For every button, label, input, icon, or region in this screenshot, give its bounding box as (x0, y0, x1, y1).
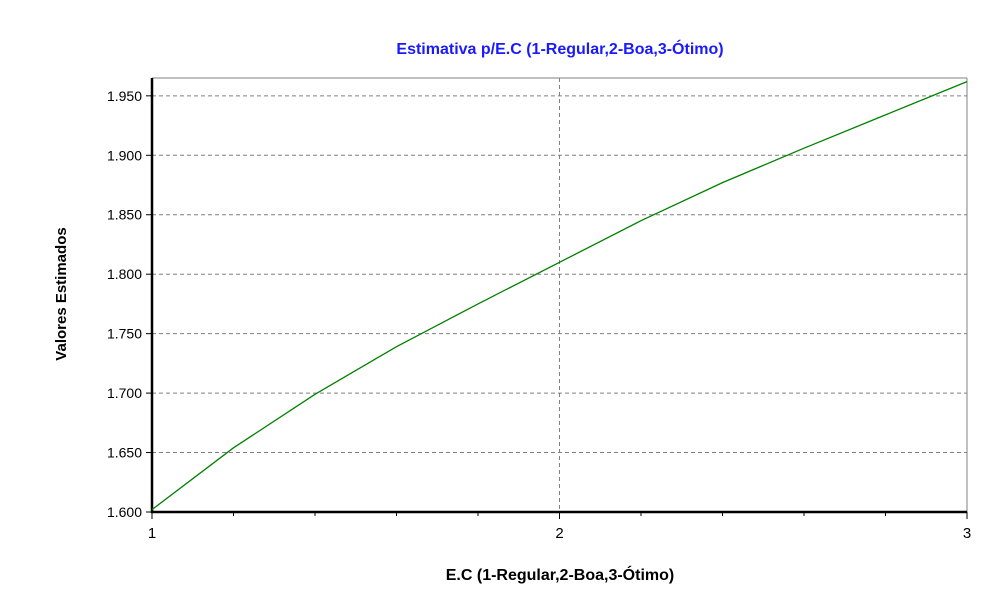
x-axis-label: E.C (1-Regular,2-Boa,3-Ótimo) (446, 565, 674, 584)
y-tick-label: 1.700 (107, 385, 142, 401)
y-tick-label: 1.800 (107, 266, 142, 282)
grid (151, 78, 968, 513)
series-layer (151, 80, 968, 511)
x-tick-label: 2 (555, 525, 563, 542)
y-tick-label: 1.900 (107, 147, 142, 163)
x-tick-label: 1 (148, 525, 156, 542)
y-tick-label: 1.650 (107, 445, 142, 461)
axis-ticks: 1.600 1.650 1.700 1.750 1.800 1.850 1.900 1.950… (107, 88, 971, 542)
series-line (151, 80, 968, 511)
y-tick-label: 1.850 (107, 207, 142, 223)
y-tick-label: 1.750 (107, 326, 142, 342)
y-axis-label: Valores Estimados (53, 227, 70, 360)
x-tick-label: 3 (963, 525, 971, 542)
chart-title: Estimativa p/E.C (1-Regular,2-Boa,3-Ótim… (396, 39, 723, 58)
y-tick-label: 1.600 (107, 504, 142, 520)
y-tick-label: 1.950 (107, 88, 142, 104)
